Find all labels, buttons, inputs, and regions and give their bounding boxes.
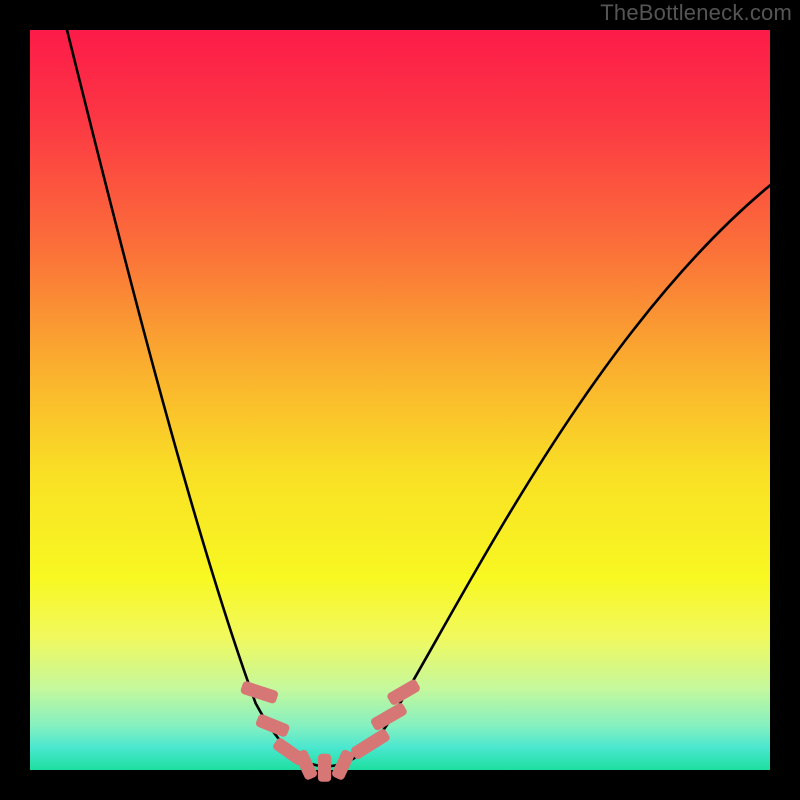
watermark-text: TheBottleneck.com (600, 0, 792, 26)
bottleneck-chart (0, 0, 800, 800)
chart-canvas: TheBottleneck.com (0, 0, 800, 800)
plot-area (30, 30, 770, 770)
curve-marker (318, 754, 331, 782)
